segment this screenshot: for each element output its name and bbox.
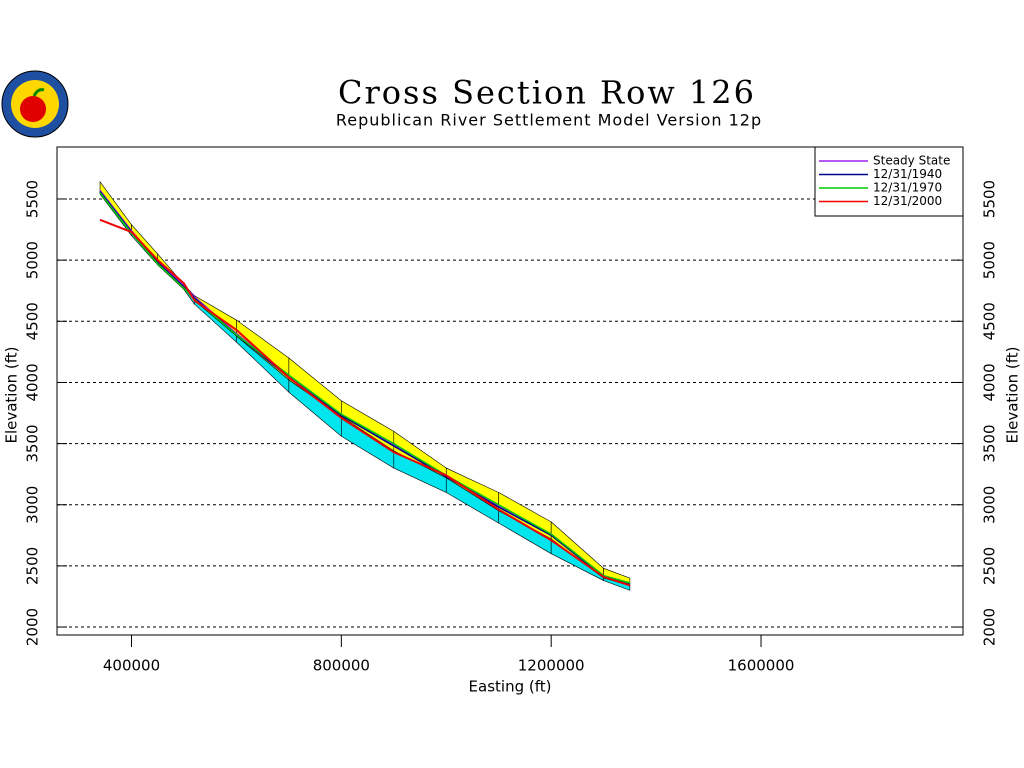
y-axis-label: Elevation (ft) [3,346,21,443]
y-tick-label: 2000 [24,608,42,646]
series-line [99,192,631,584]
x-tick-label: 1600000 [728,657,795,675]
logo-apple [20,96,46,122]
y-tick-label-right: 4000 [981,363,999,401]
logo [1,70,69,138]
y-tick-label-right: 2000 [981,608,999,646]
y-tick-label-right: 5500 [981,180,999,218]
y-axis-label-right: Elevation (ft) [1004,346,1022,443]
x-tick-label: 800000 [313,657,370,675]
y-tick-label: 2500 [24,547,42,585]
y-tick-label: 5000 [24,241,42,279]
y-tick-label: 5500 [24,180,42,218]
legend-label: 12/31/2000 [873,194,942,208]
legend-box [814,146,964,217]
x-tick-label: 1200000 [518,657,585,675]
x-tick-label: 400000 [103,657,160,675]
legend-label: Steady State [873,154,950,168]
x-axis-label: Easting (ft) [469,678,552,696]
series-line [99,218,631,587]
y-tick-label: 4500 [24,302,42,340]
y-tick-label-right: 5000 [981,241,999,279]
y-tick-label: 3500 [24,424,42,462]
logo-leaf [32,88,45,97]
y-tick-label-right: 4500 [981,302,999,340]
y-tick-label: 4000 [24,363,42,401]
chart-subtitle: Republican River Settlement Model Versio… [336,111,762,130]
y-tick-label-right: 3500 [981,424,999,462]
y-tick-label-right: 3000 [981,486,999,524]
plot-frame [56,146,964,636]
legend-label: 12/31/1970 [873,181,942,195]
chart-title: Cross Section Row 126 [338,74,756,112]
y-tick-label: 3000 [24,486,42,524]
y-tick-label-right: 2500 [981,547,999,585]
legend-label: 12/31/1940 [873,167,942,181]
